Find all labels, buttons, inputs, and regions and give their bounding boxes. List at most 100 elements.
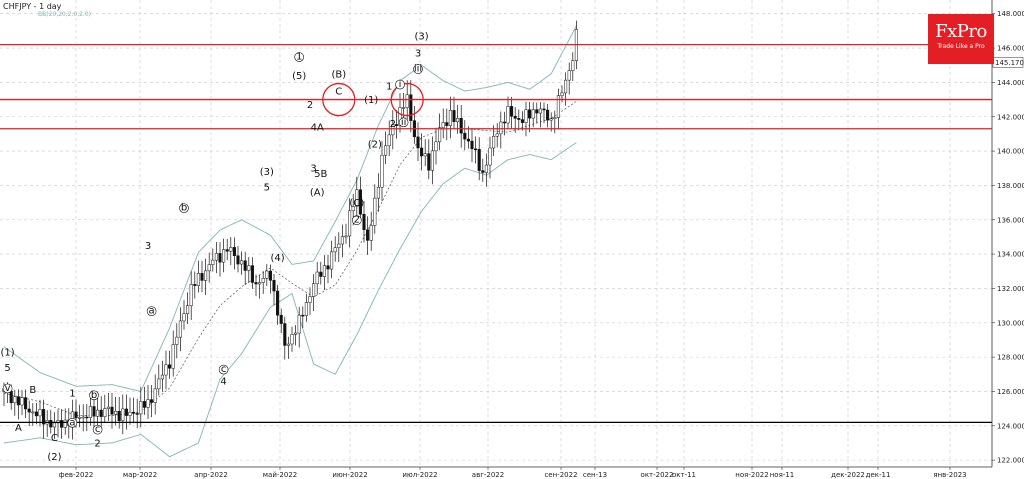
candle xyxy=(204,258,208,296)
wave-label: (5) xyxy=(292,71,306,82)
candle xyxy=(438,113,442,151)
candle xyxy=(168,350,172,379)
candle xyxy=(236,246,240,273)
y-tick-label: 130.000 xyxy=(997,319,1024,327)
candle xyxy=(85,403,89,432)
candle xyxy=(243,251,247,285)
circle-marker-icon xyxy=(294,52,305,62)
candle xyxy=(124,394,128,430)
candle-body xyxy=(546,109,550,121)
candle-body xyxy=(373,197,377,226)
candle xyxy=(358,176,362,221)
candle-body xyxy=(24,397,28,410)
candle-body xyxy=(110,406,114,415)
x-tick-label: июн-2022 xyxy=(332,471,367,479)
wave-label: (3) xyxy=(260,167,274,178)
candle-body xyxy=(52,422,56,428)
candle-body xyxy=(247,265,251,271)
candle-body xyxy=(553,117,557,119)
candle-body xyxy=(207,264,211,272)
candle-body xyxy=(189,284,193,306)
candle-body xyxy=(150,399,154,403)
candle-body xyxy=(528,109,532,119)
wave-label: (2) xyxy=(368,140,382,151)
candle xyxy=(366,216,370,255)
candle-body xyxy=(456,118,460,122)
candle xyxy=(24,389,28,418)
candle-body xyxy=(272,280,276,292)
candle xyxy=(488,136,492,179)
y-tick-label: 132.000 xyxy=(997,285,1024,293)
candle xyxy=(265,264,269,286)
candle xyxy=(441,108,445,139)
candle-body xyxy=(492,136,496,149)
candle xyxy=(484,153,488,187)
candle-body xyxy=(283,323,287,346)
candle xyxy=(160,360,164,392)
wave-label: (1) xyxy=(364,95,378,106)
candle xyxy=(384,131,388,164)
candle xyxy=(528,101,532,133)
candle xyxy=(142,386,146,415)
candle-body xyxy=(459,118,463,134)
candle-body xyxy=(542,108,546,111)
candle-body xyxy=(214,253,218,261)
candle xyxy=(524,101,528,137)
candle xyxy=(247,256,251,284)
candle-body xyxy=(538,108,542,114)
wave-label: b xyxy=(181,203,187,214)
candle xyxy=(304,293,308,322)
candle xyxy=(222,238,226,273)
candle-body xyxy=(38,409,42,417)
candle xyxy=(308,287,312,315)
candle xyxy=(564,72,568,106)
candle xyxy=(394,110,398,139)
candle-body xyxy=(484,164,488,173)
candle xyxy=(132,397,136,424)
candle-body xyxy=(139,401,143,415)
x-tick-label: янв-2023 xyxy=(933,471,966,479)
highlight-circle xyxy=(390,82,424,117)
wave-label: v xyxy=(5,383,11,394)
candle xyxy=(45,410,49,437)
x-tick-label: ноя-11 xyxy=(770,471,795,479)
candle xyxy=(463,120,467,151)
candle-body xyxy=(560,92,564,96)
candle-body xyxy=(294,332,298,335)
candle xyxy=(16,389,20,420)
wave-label: 4A xyxy=(311,122,324,133)
y-tick-label: 136.000 xyxy=(997,216,1024,224)
candle-body xyxy=(78,417,82,419)
candle xyxy=(531,102,535,128)
candle xyxy=(571,52,575,82)
candle xyxy=(520,111,524,131)
candle-body xyxy=(178,320,182,338)
candle xyxy=(211,248,215,272)
candle xyxy=(499,111,503,149)
candle xyxy=(189,271,193,321)
candle xyxy=(495,123,499,148)
candle xyxy=(225,238,229,261)
candle-body xyxy=(286,343,290,346)
candle-body xyxy=(423,153,427,157)
candle-body xyxy=(416,136,420,149)
candle xyxy=(355,176,359,219)
candle-body xyxy=(308,296,312,303)
candle-body xyxy=(27,408,31,413)
candle-body xyxy=(304,302,308,316)
candle xyxy=(114,396,118,426)
candle xyxy=(301,306,305,328)
candle-body xyxy=(164,364,168,376)
candle xyxy=(178,307,182,352)
candle xyxy=(373,184,377,234)
candle-body xyxy=(452,110,456,122)
candle-body xyxy=(81,416,85,419)
candle xyxy=(542,102,546,124)
candle-body xyxy=(182,313,186,322)
candle-body xyxy=(99,409,103,417)
candle-body xyxy=(463,132,467,140)
candle-body xyxy=(200,273,204,281)
candle-body xyxy=(470,140,474,150)
candle-body xyxy=(121,408,125,421)
indicator-title: BB(20,20,2.0,2.0) xyxy=(38,11,91,18)
